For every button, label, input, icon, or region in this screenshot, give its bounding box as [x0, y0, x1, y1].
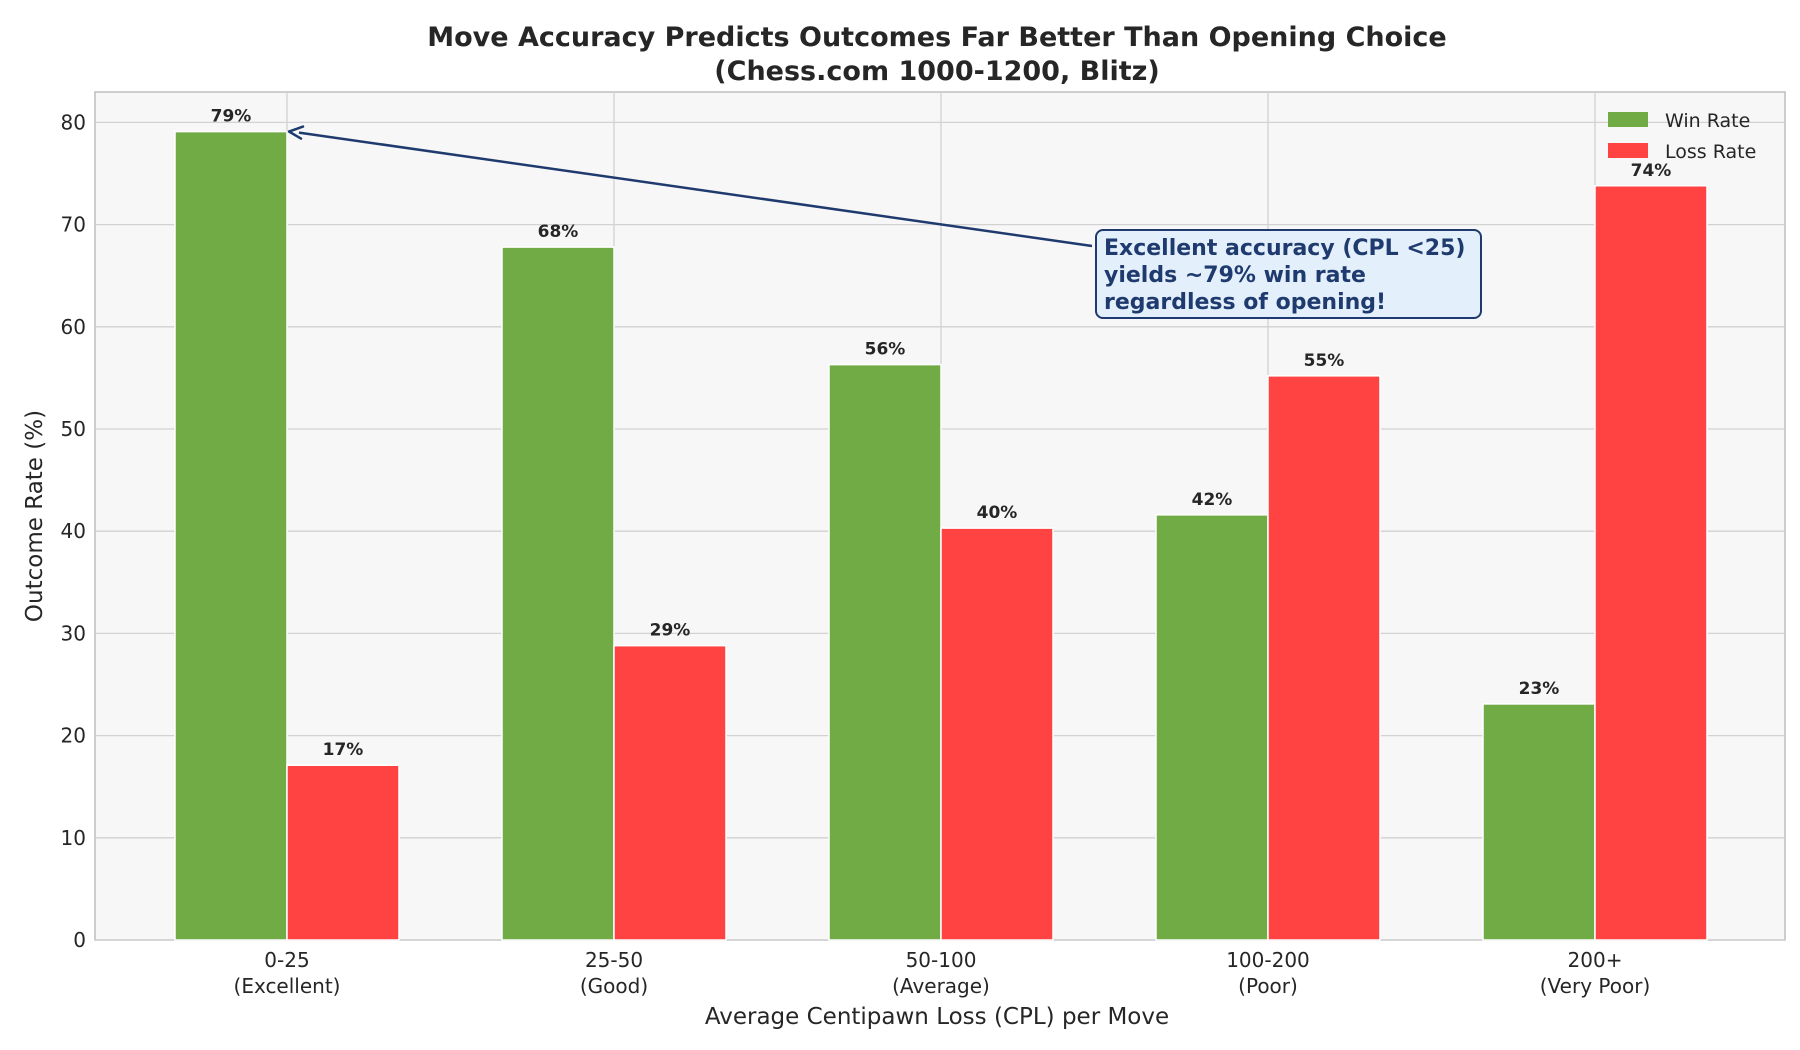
y-tick-label: 70 [61, 213, 86, 237]
win-rate-bar [1482, 703, 1596, 941]
loss-rate-bar [286, 764, 400, 941]
loss-rate-value-label: 29% [650, 621, 691, 641]
x-tick-label: 25-50 [585, 948, 643, 972]
legend-label: Loss Rate [1665, 141, 1756, 163]
bars [174, 130, 1708, 941]
y-tick-label: 30 [61, 621, 86, 645]
x-tick-sublabel: (Excellent) [234, 974, 341, 998]
x-tick-label: 100-200 [1226, 948, 1310, 972]
bar-value-labels: 79% 68% 56% 42% 23% 17% 29% 40% 55% 74% [211, 107, 1672, 761]
annotation: Excellent accuracy (CPL <25)yields ~79% … [287, 125, 1482, 319]
loss-rate-value-label: 17% [323, 740, 364, 760]
y-tick-label: 10 [61, 826, 86, 850]
annotation-box [1095, 229, 1482, 319]
win-rate-value-label: 79% [211, 107, 252, 127]
y-tick-label: 20 [61, 724, 86, 748]
annotation-arrowhead [287, 125, 305, 140]
x-tick-sublabel: (Poor) [1238, 974, 1298, 998]
x-axis-label: Average Centipawn Loss (CPL) per Move [705, 1004, 1169, 1030]
x-tick-sublabel: (Good) [580, 974, 648, 998]
loss-rate-value-label: 74% [1631, 161, 1672, 181]
x-tick-sublabel: (Very Poor) [1540, 974, 1651, 998]
loss-rate-value-label: 40% [977, 503, 1018, 523]
chart-title: Move Accuracy Predicts Outcomes Far Bett… [427, 22, 1447, 53]
legend: Win Rate Loss Rate [1608, 110, 1756, 163]
y-tick-label: 50 [61, 417, 86, 441]
chart-subtitle: (Chess.com 1000-1200, Blitz) [714, 56, 1159, 87]
annotation-text-line: regardless of opening! [1104, 290, 1386, 315]
win-rate-bar [1155, 514, 1269, 941]
win-rate-bar [501, 246, 615, 941]
annotation-text-line: Excellent accuracy (CPL <25) [1104, 236, 1465, 261]
x-tick-sublabel: (Average) [892, 974, 990, 998]
x-tick-label: 0-25 [264, 948, 309, 972]
legend-label: Win Rate [1665, 110, 1750, 132]
y-tick-label: 60 [61, 315, 86, 339]
loss-rate-bar [613, 644, 727, 941]
win-rate-value-label: 56% [865, 340, 906, 360]
win-rate-bar [174, 130, 288, 941]
win-rate-bar [828, 363, 942, 941]
win-rate-value-label: 42% [1192, 490, 1233, 510]
win-rate-value-label: 68% [538, 222, 579, 242]
legend-swatch [1608, 143, 1648, 158]
loss-rate-value-label: 55% [1304, 351, 1345, 371]
annotation-text-line: yields ~79% win rate [1104, 263, 1366, 288]
win-rate-value-label: 23% [1519, 679, 1560, 699]
loss-rate-bar [940, 527, 1054, 941]
legend-swatch [1608, 112, 1648, 127]
x-tick-label: 50-100 [906, 948, 977, 972]
loss-rate-bar [1594, 185, 1708, 941]
loss-rate-bar [1267, 375, 1381, 941]
axis-ticks: 0 10 20 30 40 50 60 70 80 0-25(Excellent) 25-50(Go… [61, 110, 1651, 998]
x-tick-label: 200+ [1568, 948, 1623, 972]
annotation-arrow-line [298, 131, 1093, 248]
y-tick-label: 0 [73, 928, 86, 952]
y-tick-label: 40 [61, 519, 86, 543]
y-tick-label: 80 [61, 110, 86, 134]
y-axis-label: Outcome Rate (%) [22, 410, 48, 622]
